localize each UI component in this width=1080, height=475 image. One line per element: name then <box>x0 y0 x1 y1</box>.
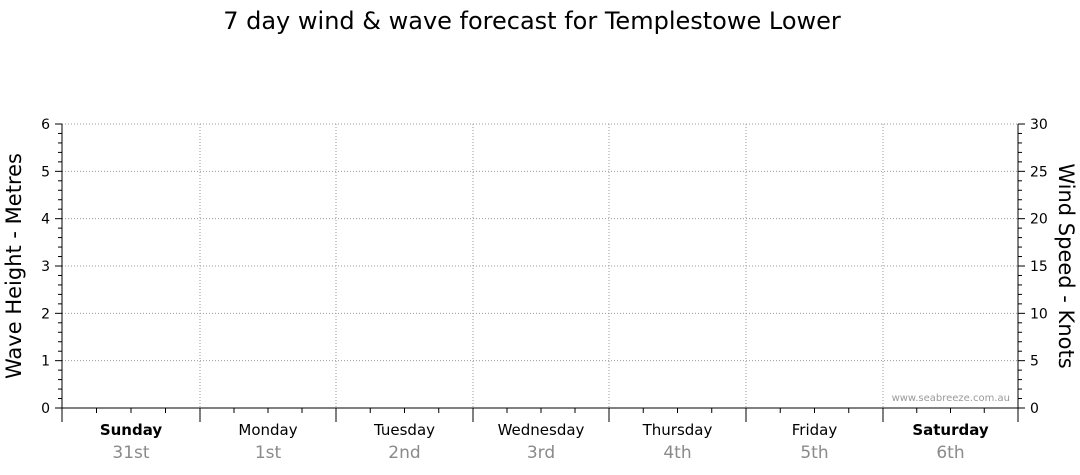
day-name-label: Wednesday <box>498 421 585 439</box>
day-name-label: Tuesday <box>373 421 435 439</box>
day-name-label: Monday <box>238 421 297 439</box>
day-name-label: Thursday <box>642 421 713 439</box>
left-tick-label: 2 <box>41 306 50 322</box>
left-tick-label: 5 <box>41 164 50 180</box>
left-tick-label: 4 <box>41 212 50 228</box>
day-date-label: 31st <box>112 443 149 463</box>
day-date-label: 6th <box>936 443 964 463</box>
right-tick-label: 25 <box>1030 164 1048 180</box>
right-tick-label: 5 <box>1030 354 1039 370</box>
watermark-text: www.seabreeze.com.au <box>892 393 1010 404</box>
right-tick-label: 30 <box>1030 117 1048 133</box>
right-tick-label: 15 <box>1030 259 1048 275</box>
axes <box>55 123 1025 422</box>
tick-labels: 0 1 2 3 4 5 6 0 5 10 15 20 25 30 <box>41 117 1048 417</box>
day-date-label: 4th <box>663 443 691 463</box>
day-labels: Sunday 31st Monday 1st Tuesday 2nd Wednesday 3r… <box>100 421 989 463</box>
left-tick-label: 0 <box>41 401 50 417</box>
grid-lines <box>62 123 1018 408</box>
left-tick-label: 1 <box>41 354 50 370</box>
left-axis-title: Wave Height - Metres <box>2 153 26 379</box>
day-name-label: Sunday <box>100 421 163 439</box>
left-tick-label: 3 <box>41 259 50 275</box>
day-date-label: 2nd <box>388 443 420 463</box>
day-name-label: Saturday <box>912 421 989 439</box>
day-name-label: Friday <box>792 421 838 439</box>
chart-title: 7 day wind & wave forecast for Templesto… <box>223 7 841 35</box>
right-tick-label: 0 <box>1030 401 1039 417</box>
left-tick-label: 6 <box>41 117 50 133</box>
right-axis-title: Wind Speed - Knots <box>1054 163 1078 368</box>
right-tick-label: 20 <box>1030 212 1048 228</box>
right-tick-label: 10 <box>1030 306 1048 322</box>
day-date-label: 5th <box>800 443 828 463</box>
day-date-label: 3rd <box>527 443 555 463</box>
day-date-label: 1st <box>255 443 282 463</box>
